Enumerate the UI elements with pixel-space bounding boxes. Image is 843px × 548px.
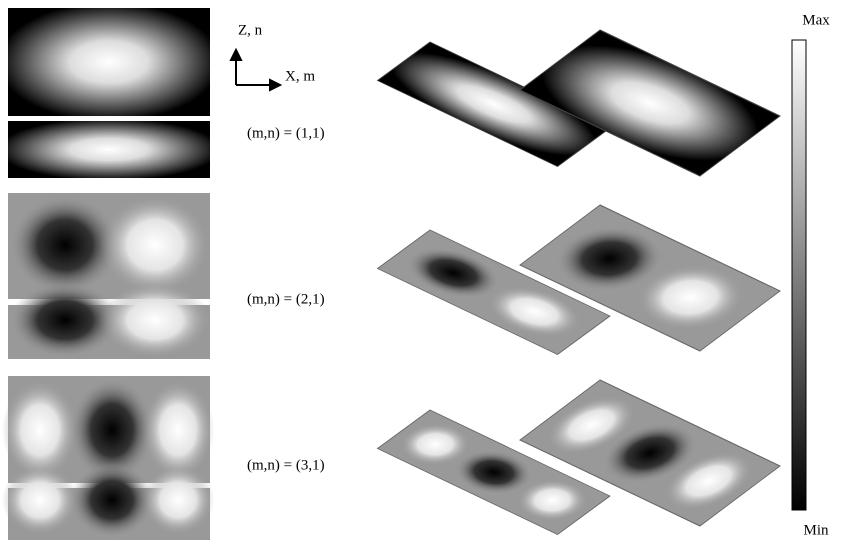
mode-1-contour bbox=[8, 8, 210, 178]
axes-icon bbox=[229, 47, 283, 92]
z-axis-label: Z, n bbox=[238, 22, 263, 38]
mode-label: (m,n) = (2,1) bbox=[247, 291, 325, 307]
mode-label: (m,n) = (1,1) bbox=[247, 125, 325, 141]
colorbar-max: Max bbox=[802, 12, 830, 28]
mode-label: (m,n) = (3,1) bbox=[247, 457, 325, 473]
mode-3-contour bbox=[2, 376, 214, 540]
mode-2-contour bbox=[8, 193, 210, 359]
colorbar-min: Min bbox=[803, 522, 829, 538]
x-axis-label: X, m bbox=[285, 68, 315, 84]
plate-3d bbox=[376, 29, 781, 535]
colorbar bbox=[791, 39, 807, 511]
